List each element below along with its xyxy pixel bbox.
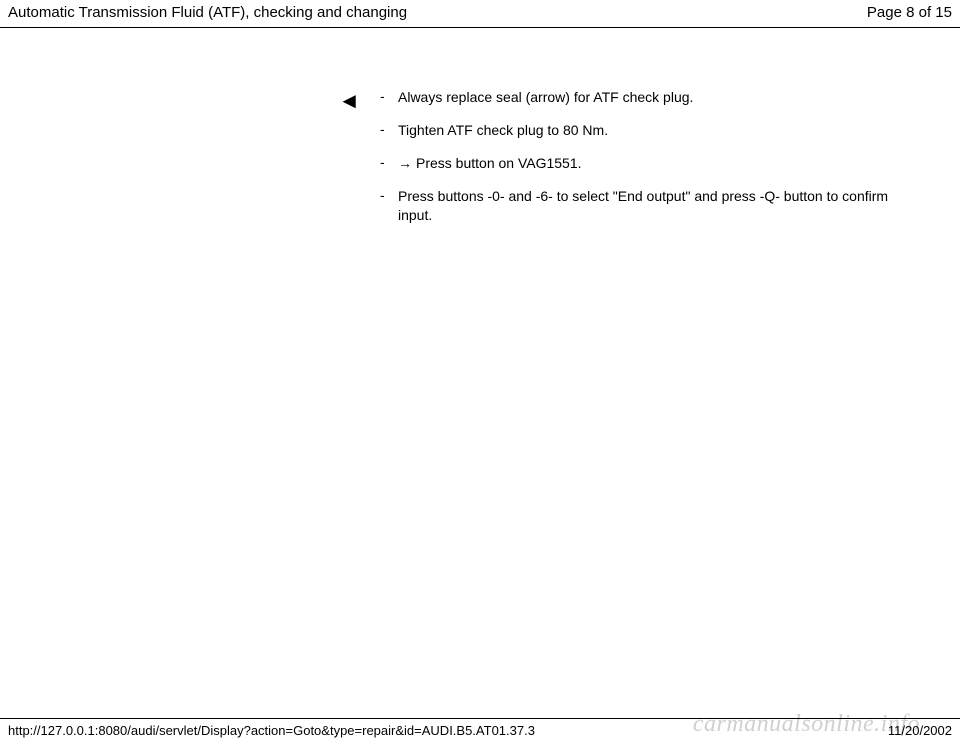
document-title: Automatic Transmission Fluid (ATF), chec… — [8, 4, 407, 21]
bullet: - — [380, 88, 398, 104]
instruction-item: - →Press button on VAG1551. — [380, 154, 930, 173]
bullet: - — [380, 154, 398, 170]
arrow-icon: → — [398, 155, 412, 171]
instruction-text: Tighten ATF check plug to 80 Nm. — [398, 121, 930, 140]
instruction-item: - Press buttons -0- and -6- to select "E… — [380, 187, 930, 225]
marker-column: ◄ — [30, 88, 380, 238]
page-number: Page 8 of 15 — [867, 4, 952, 21]
instruction-text: →Press button on VAG1551. — [398, 154, 930, 173]
instruction-item: - Always replace seal (arrow) for ATF ch… — [380, 88, 930, 107]
section-marker-icon: ◄ — [338, 88, 360, 238]
instruction-item: - Tighten ATF check plug to 80 Nm. — [380, 121, 930, 140]
bullet: - — [380, 187, 398, 203]
footer-date: 11/20/2002 — [888, 723, 952, 738]
bullet: - — [380, 121, 398, 137]
page-header: Automatic Transmission Fluid (ATF), chec… — [0, 0, 960, 28]
content-area: ◄ - Always replace seal (arrow) for ATF … — [0, 28, 960, 238]
instruction-text: Always replace seal (arrow) for ATF chec… — [398, 88, 930, 107]
footer-url: http://127.0.0.1:8080/audi/servlet/Displ… — [8, 723, 535, 738]
instruction-text-inner: Press button on VAG1551. — [416, 155, 582, 171]
instruction-text: Press buttons -0- and -6- to select "End… — [398, 187, 930, 225]
page-footer: http://127.0.0.1:8080/audi/servlet/Displ… — [0, 718, 960, 742]
instructions-column: - Always replace seal (arrow) for ATF ch… — [380, 88, 930, 238]
